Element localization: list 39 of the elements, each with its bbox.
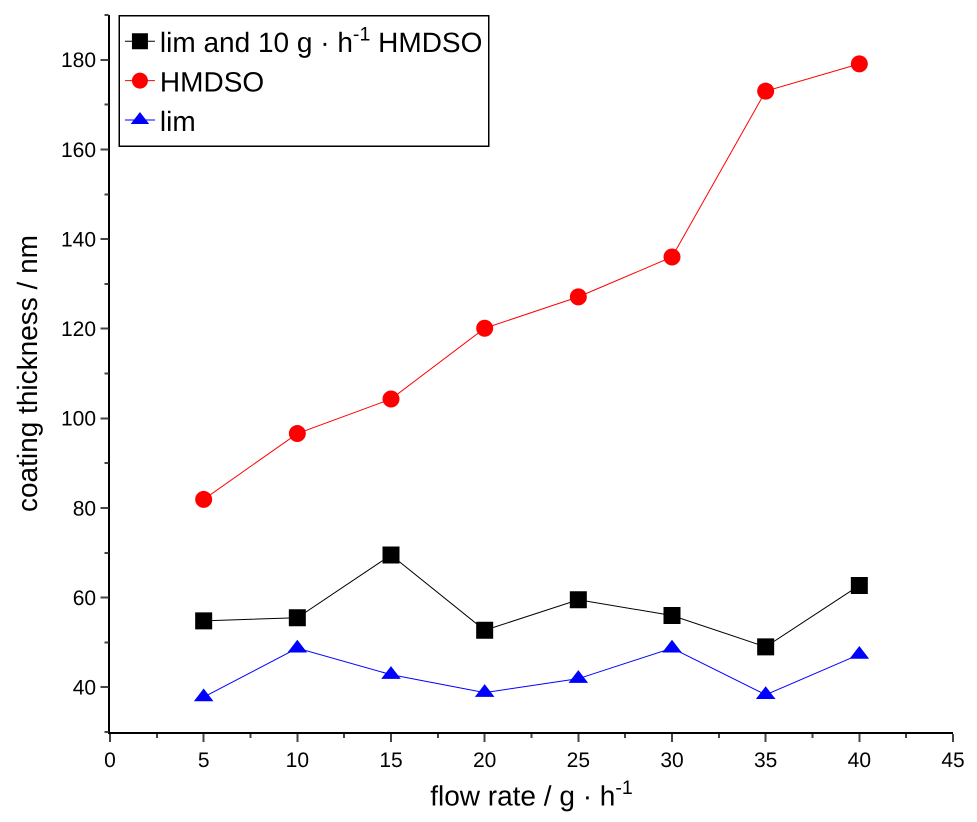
point [476, 622, 494, 639]
legend-label: lim and 10 g · h$^{-1}$ HMDSO [160, 23, 482, 58]
point [850, 576, 868, 594]
point [757, 638, 774, 656]
y-tick-label: 140 [61, 228, 96, 252]
y-tick-label: 120 [61, 318, 96, 342]
y-tick-label: 180 [61, 49, 96, 72]
legend-label: lim [160, 106, 196, 137]
y-tick-label: 100 [61, 408, 96, 431]
x-tick-label: 40 [848, 748, 872, 772]
point [382, 546, 400, 564]
y-tick-label: 80 [72, 497, 96, 520]
x-tick-label: 30 [660, 748, 684, 772]
y-axis-title: coating thickness / nm [12, 234, 44, 512]
y-tick-label: 40 [72, 676, 96, 700]
point [195, 490, 212, 508]
x-tick-label: 20 [472, 748, 496, 772]
x-tick-label: 0 [104, 748, 116, 772]
point [476, 320, 494, 337]
legend-label: HMDSO [160, 66, 264, 98]
point [664, 606, 680, 624]
x-tick-label: 15 [379, 748, 403, 772]
point [288, 425, 306, 442]
x-tick-label: 25 [566, 748, 590, 772]
x-tick-label: 10 [286, 748, 310, 772]
point [288, 609, 306, 626]
point [382, 390, 400, 408]
point [570, 591, 587, 608]
y-tick-label: 160 [61, 138, 96, 162]
point [757, 82, 774, 100]
x-tick-label: 5 [198, 748, 210, 772]
x-axis-title: flow rate / g · h$^{-1}$ [430, 776, 633, 812]
point [195, 612, 212, 630]
point [570, 288, 587, 306]
point [850, 55, 868, 72]
x-tick-label: 45 [941, 748, 965, 772]
y-tick-label: 60 [72, 586, 96, 610]
point [664, 248, 680, 266]
x-tick-label: 35 [754, 748, 778, 772]
